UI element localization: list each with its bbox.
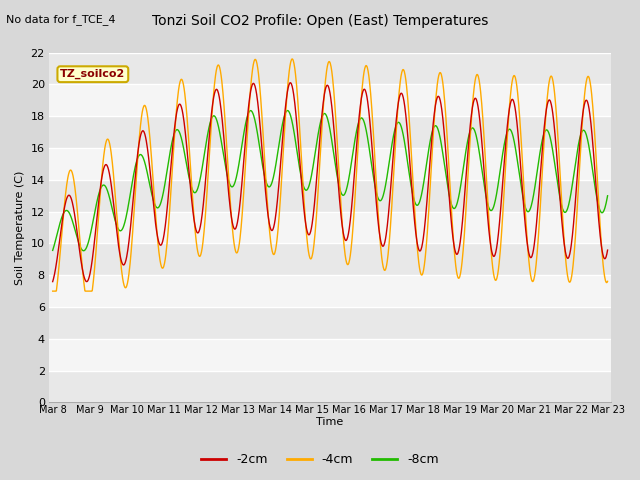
Bar: [49, 371, 611, 402]
Bar: [49, 84, 611, 116]
Bar: [49, 116, 611, 148]
Bar: [49, 243, 611, 275]
Bar: [49, 180, 611, 212]
Legend: -2cm, -4cm, -8cm: -2cm, -4cm, -8cm: [196, 448, 444, 471]
Bar: [49, 339, 611, 371]
Bar: [49, 307, 611, 339]
Y-axis label: Soil Temperature (C): Soil Temperature (C): [15, 170, 25, 285]
Bar: [49, 148, 611, 180]
Bar: [49, 53, 611, 84]
Text: Tonzi Soil CO2 Profile: Open (East) Temperatures: Tonzi Soil CO2 Profile: Open (East) Temp…: [152, 14, 488, 28]
Text: No data for f_TCE_4: No data for f_TCE_4: [6, 14, 116, 25]
Bar: [49, 212, 611, 243]
X-axis label: Time: Time: [317, 417, 344, 427]
Bar: [49, 275, 611, 307]
Text: TZ_soilco2: TZ_soilco2: [60, 69, 125, 79]
